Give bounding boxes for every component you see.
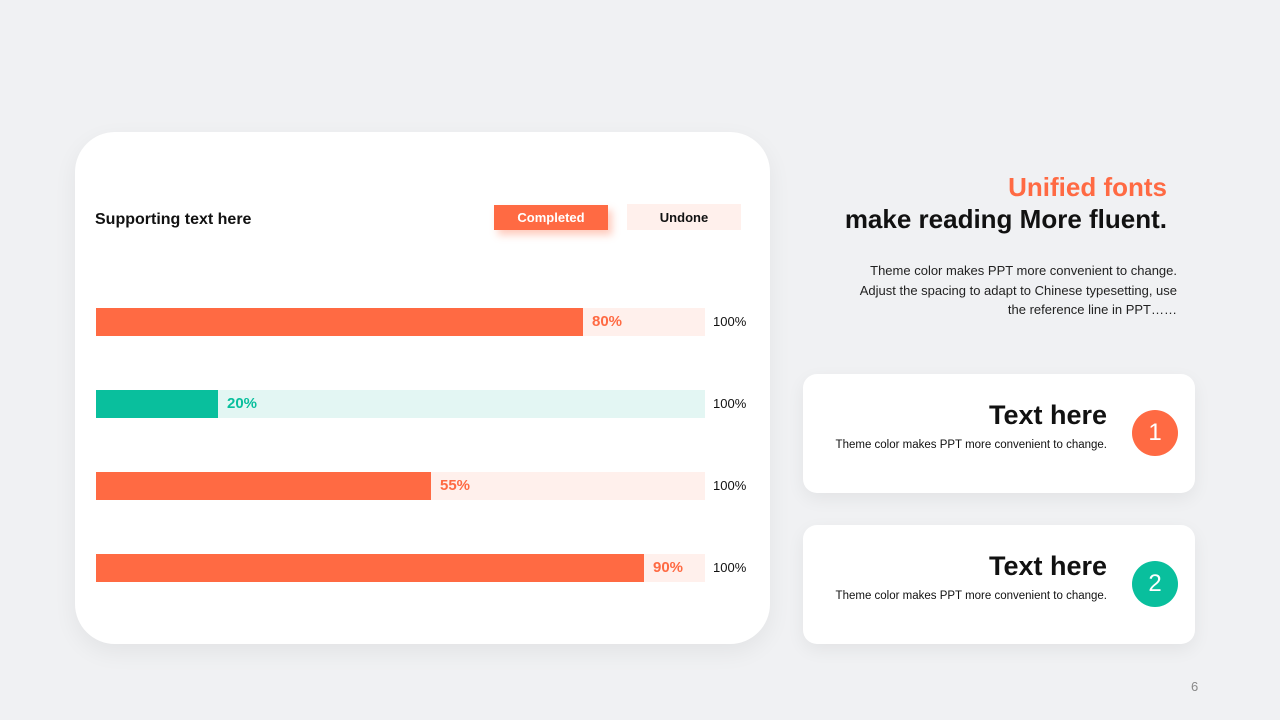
bar-track <box>96 390 705 418</box>
chart-card: Supporting text here Completed Undone 80… <box>75 132 770 644</box>
bar-value-label: 20% <box>227 395 258 412</box>
bar-track <box>96 472 705 500</box>
info-card-title: Text here <box>988 400 1107 430</box>
bar-row: 55% 100% <box>96 472 756 500</box>
bar-completed <box>96 390 218 418</box>
headline-main: make reading More fluent. <box>844 204 1167 234</box>
info-card-text: Theme color makes PPT more convenient to… <box>835 439 1107 451</box>
bar-track <box>96 308 705 336</box>
info-card-title: Text here <box>988 551 1107 581</box>
bar-row: 20% 100% <box>96 390 756 418</box>
bar-value-label: 80% <box>592 313 623 330</box>
number-badge: 2 <box>1132 561 1178 607</box>
bar-total-label: 100% <box>713 560 747 575</box>
description-line: Theme color makes PPT more convenient to… <box>870 263 1177 278</box>
description: Theme color makes PPT more convenient to… <box>817 261 1177 320</box>
legend-completed: Completed <box>494 205 608 230</box>
bar-value-label: 55% <box>440 477 471 494</box>
info-card-text: Theme color makes PPT more convenient to… <box>835 590 1107 602</box>
number-badge: 1 <box>1132 410 1178 456</box>
headline-accent: Unified fonts <box>1008 172 1167 202</box>
bar-track <box>96 554 705 582</box>
info-card-2: Text here Theme color makes PPT more con… <box>803 525 1195 644</box>
supporting-text: Supporting text here <box>95 211 252 228</box>
description-line: the reference line in PPT…… <box>1007 302 1177 317</box>
bar-total-label: 100% <box>713 396 747 411</box>
bar-value-label: 90% <box>653 559 684 576</box>
bar-completed <box>96 308 583 336</box>
headline: Unified fonts make reading More fluent. <box>845 172 1167 236</box>
bar-total-label: 100% <box>713 314 747 329</box>
description-line: Adjust the spacing to adapt to Chinese t… <box>859 282 1177 298</box>
bar-completed <box>96 554 644 582</box>
bar-row: 80% 100% <box>96 308 756 336</box>
bar-completed <box>96 472 431 500</box>
info-card-1: Text here Theme color makes PPT more con… <box>803 374 1195 493</box>
bar-row: 90% 100% <box>96 554 756 582</box>
legend-undone: Undone <box>627 204 741 230</box>
bar-total-label: 100% <box>713 478 747 493</box>
page-number: 6 <box>1191 679 1199 694</box>
